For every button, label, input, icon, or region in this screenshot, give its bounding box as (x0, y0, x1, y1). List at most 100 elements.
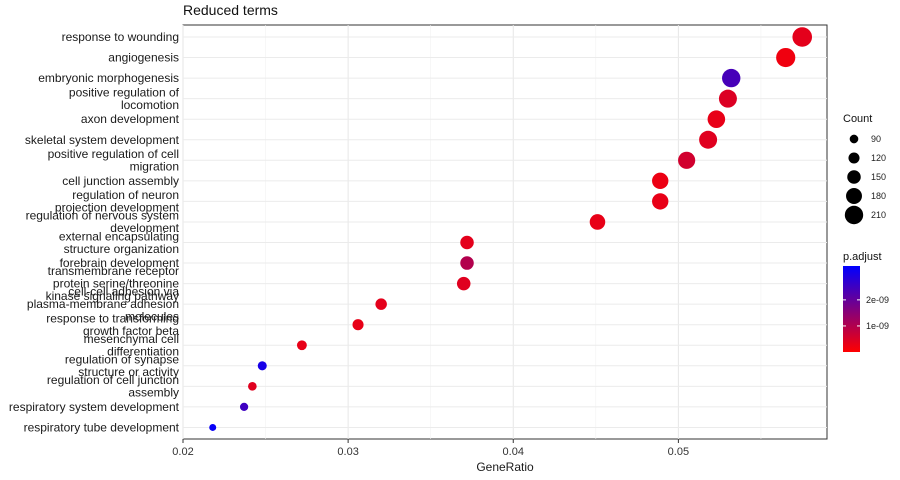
term-label: response to transforming growth factor be… (46, 311, 179, 338)
term-label-line: assembly (128, 386, 179, 400)
data-point (239, 402, 249, 412)
count-legend-dot (848, 152, 860, 164)
data-point (352, 319, 364, 331)
count-legend-dot (844, 205, 864, 225)
p-adjust-legend: p.adjust 1e-09 2e-09 (843, 251, 889, 352)
count-legend-label: 150 (871, 172, 886, 182)
term-label: transmembrane receptor protein serine/thr… (46, 264, 180, 303)
x-tick-label: 0.02 (172, 446, 193, 458)
x-tick-label: 0.04 (503, 446, 524, 458)
term-label-line: regulation of neuron (72, 188, 179, 202)
data-point (678, 151, 696, 169)
x-axis-label: GeneRatio (476, 460, 534, 474)
term-label-line: mesenchymal cell (84, 332, 179, 346)
term-label-line: positive regulation of (69, 85, 180, 99)
count-legend-dot (846, 188, 862, 204)
term-label-line: response to wounding (62, 30, 179, 44)
term-label-line: structure or activity (78, 365, 179, 379)
grid-lines (182, 25, 827, 439)
term-label-line: cell-cell adhesion via (68, 285, 179, 299)
term-label-line: regulation of synapse (65, 353, 179, 367)
term-label: respiratory tube development (24, 420, 180, 434)
term-label: forebrain development (60, 256, 180, 270)
term-label-line: growth factor beta (83, 324, 179, 338)
term-label-line: external encapsulating (59, 229, 179, 243)
term-label: skeletal system development (25, 133, 180, 147)
p-adjust-colorbar (843, 266, 860, 352)
term-label-line: respiratory system development (9, 400, 180, 414)
term-label-line: forebrain development (60, 256, 180, 270)
data-point (776, 47, 796, 68)
y-axis-labels: response to wounding angiogenesis embryoni… (9, 30, 180, 434)
term-label-line: transmembrane receptor (48, 264, 179, 278)
data-points (209, 27, 813, 431)
data-point (718, 89, 737, 108)
term-label: regulation of neuron projection developme… (55, 188, 180, 215)
data-point (652, 172, 669, 190)
count-legend-label: 120 (871, 153, 886, 163)
count-legend: Count 90 120 150 180 210 (843, 113, 886, 225)
x-tick-label: 0.03 (337, 446, 358, 458)
count-legend-label: 90 (871, 134, 881, 144)
data-point (257, 361, 267, 371)
colorbar-tick-label: 2e-09 (866, 295, 889, 305)
data-point (792, 27, 813, 47)
term-label-line: response to transforming (46, 311, 179, 325)
count-legend-title: Count (843, 113, 872, 125)
term-label: angiogenesis (108, 51, 179, 65)
term-label-line: locomotion (121, 98, 179, 112)
term-label: embryonic morphogenesis (38, 71, 179, 85)
x-tick-label: 0.05 (668, 446, 689, 458)
count-legend-dot (849, 134, 859, 144)
data-point (209, 423, 217, 431)
term-label: regulation of synapse structure or activi… (65, 353, 179, 380)
data-point (296, 340, 307, 351)
term-label: respiratory system development (9, 400, 180, 414)
term-label-line: regulation of nervous system (26, 209, 179, 223)
term-label-line: regulation of cell junction (47, 373, 179, 387)
term-label: regulation of cell junction assembly (47, 373, 179, 400)
term-label-line: kinase signaling pathway (46, 289, 179, 303)
count-legend-label: 210 (871, 210, 886, 220)
colorbar-tick-label: 1e-09 (866, 321, 889, 331)
data-point (722, 68, 741, 88)
plot-panel (182, 24, 828, 440)
term-label-line: migration (130, 160, 179, 174)
term-label-line: plasma-membrane adhesion (27, 297, 179, 311)
term-label-line: respiratory tube development (24, 420, 180, 434)
term-label: cell-cell adhesion via plasma-membrane ad… (27, 285, 179, 324)
term-label: axon development (81, 112, 180, 126)
term-label-line: cell junction assembly (62, 174, 179, 188)
term-label: positive regulation of cell migration (48, 147, 179, 174)
term-label-line: axon development (81, 112, 180, 126)
term-label: response to wounding (62, 30, 179, 44)
term-label: mesenchymal cell differentiation (84, 332, 179, 359)
data-point (699, 130, 718, 149)
p-adjust-legend-title: p.adjust (843, 251, 882, 263)
term-label-line: protein serine/threonine (53, 277, 179, 291)
data-point (460, 256, 474, 270)
data-point (248, 382, 257, 391)
count-legend-dot (847, 170, 861, 184)
term-label-line: development (110, 221, 179, 235)
term-label: positive regulation of locomotion (69, 85, 180, 112)
data-point (460, 235, 474, 250)
term-label-line: molecules (125, 310, 179, 324)
term-label: regulation of nervous system development (26, 209, 180, 236)
data-point (589, 214, 606, 230)
data-point (375, 298, 387, 310)
term-label-line: structure organization (64, 242, 179, 256)
data-point (652, 193, 669, 210)
term-label-line: skeletal system development (25, 133, 180, 147)
x-axis: 0.02 0.03 0.04 0.05 (172, 439, 689, 458)
term-label-line: embryonic morphogenesis (38, 71, 179, 85)
term-label-line: angiogenesis (108, 51, 179, 65)
term-label-line: differentiation (107, 345, 179, 359)
term-label: cell junction assembly (62, 174, 179, 188)
chart-title: Reduced terms (183, 2, 278, 18)
count-legend-label: 180 (871, 191, 886, 201)
data-point (707, 110, 726, 128)
term-label: external encapsulating structure organiza… (59, 229, 179, 256)
data-point (456, 276, 471, 291)
